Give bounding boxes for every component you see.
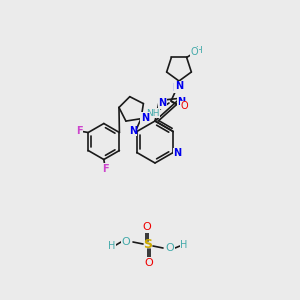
Text: N: N [175,81,183,91]
Text: N: N [173,148,181,158]
Text: O: O [145,258,153,268]
Text: F: F [76,125,83,136]
Text: H: H [195,46,202,55]
Text: O: O [122,237,130,247]
Text: N: N [177,97,185,107]
Text: O: O [191,47,199,58]
Text: N: N [158,98,166,109]
Text: N: N [172,83,180,93]
Text: F: F [103,164,109,173]
Text: H: H [180,240,188,250]
Text: O: O [180,101,188,111]
Text: N: N [141,113,149,123]
Text: H: H [108,241,116,251]
Text: NH: NH [146,109,160,118]
Text: O: O [166,243,174,253]
Text: O: O [142,222,152,232]
Text: N: N [129,125,137,136]
Text: S: S [143,238,152,251]
